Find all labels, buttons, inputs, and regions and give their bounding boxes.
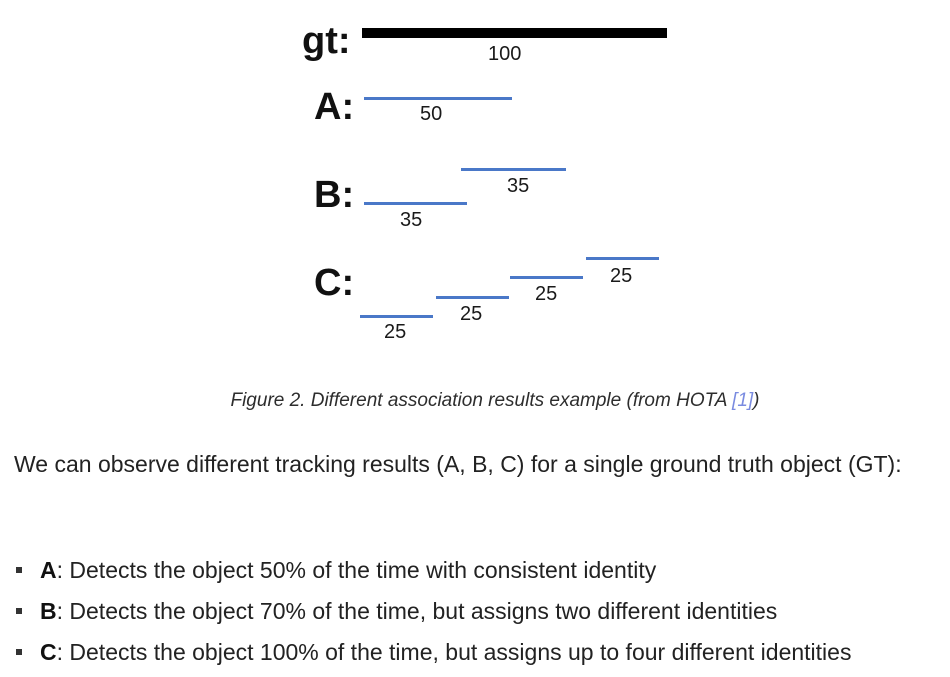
list-item-text: : Detects the object 70% of the time, bu… — [56, 598, 778, 624]
bullet-icon — [16, 567, 22, 573]
c-segment-1 — [360, 315, 433, 318]
bullet-icon — [16, 608, 22, 614]
row-label-gt: gt: — [302, 20, 351, 62]
list-item: C: Detects the object 100% of the time, … — [14, 632, 950, 673]
row-label-c: C: — [314, 262, 355, 304]
a-segment — [364, 97, 512, 100]
b-segment-2-value: 35 — [507, 175, 530, 197]
b-segment-1-value: 35 — [400, 209, 423, 231]
bullet-icon — [16, 649, 22, 655]
list-item-term: B — [40, 598, 57, 624]
figure-caption: Figure 2. Different association results … — [0, 390, 950, 412]
row-label-a: A: — [314, 86, 355, 128]
results-list: A: Detects the object 50% of the time wi… — [14, 550, 950, 673]
list-item: A: Detects the object 50% of the time wi… — [14, 550, 950, 591]
c-segment-2-value: 25 — [460, 303, 483, 325]
c-segment-4 — [586, 257, 659, 260]
b-segment-1 — [364, 202, 467, 205]
c-segment-2 — [436, 296, 509, 299]
list-item: B: Detects the object 70% of the time, b… — [14, 591, 950, 632]
a-segment-value: 50 — [420, 103, 443, 125]
b-segment-2 — [461, 168, 566, 171]
c-segment-1-value: 25 — [384, 321, 407, 343]
gt-segment — [362, 28, 667, 38]
association-figure: gt: 100 A: 50 B: 35 35 C: 25 25 25 25 — [296, 8, 676, 360]
c-segment-3-value: 25 — [535, 283, 558, 305]
caption-text: Figure 2. Different association results … — [230, 390, 733, 411]
description-paragraph: We can observe different tracking result… — [14, 451, 902, 477]
caption-suffix: ) — [753, 390, 760, 411]
c-segment-4-value: 25 — [610, 265, 633, 287]
list-item-text: : Detects the object 100% of the time, b… — [56, 639, 852, 665]
list-item-text: : Detects the object 50% of the time wit… — [56, 557, 657, 583]
list-item-term: C — [40, 639, 57, 665]
list-item-term: A — [40, 557, 57, 583]
caption-reference-link[interactable]: [1] — [732, 390, 754, 411]
c-segment-3 — [510, 276, 583, 279]
gt-segment-value: 100 — [488, 43, 522, 65]
row-label-b: B: — [314, 174, 355, 216]
